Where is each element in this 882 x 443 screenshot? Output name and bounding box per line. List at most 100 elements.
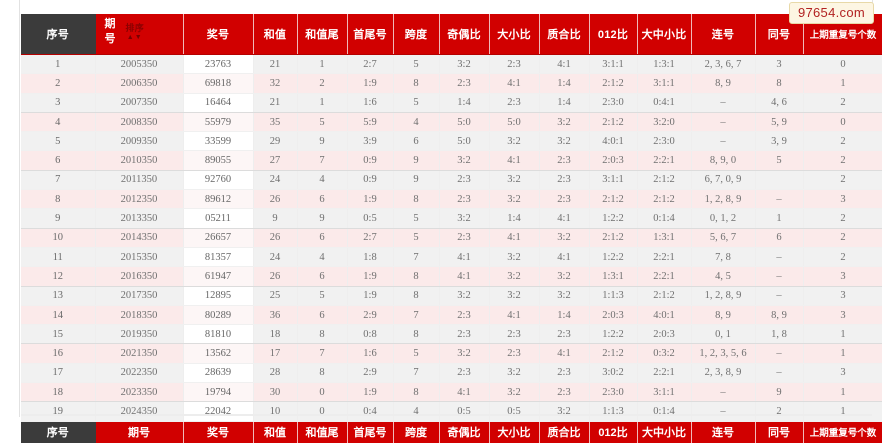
header-issue[interactable]: 期 号 排序 ▲▼	[95, 14, 184, 55]
cell-prize: 92760	[183, 170, 254, 191]
cell-sum_tail: 4	[297, 170, 348, 191]
table-row: 4 2008350 55979 35 5 5:9 4 5:0 5:0 3:2 2:1:2 3:2:0–…	[21, 112, 882, 133]
cell-repeat_count: 1	[803, 401, 882, 422]
cell-same: 1, 8	[755, 324, 804, 345]
cell-sum: 32	[253, 73, 298, 94]
cell-ratio012: 3:1:1	[589, 170, 638, 191]
cell-span: 6	[393, 131, 440, 152]
cell-consecutive: 8, 9	[691, 305, 756, 326]
footer-span[interactable]: 跨度	[393, 421, 440, 443]
header-ratio012[interactable]: 012比	[589, 14, 638, 55]
cell-prime_comp: 4:1	[539, 247, 590, 268]
cell-repeat_count: 2	[803, 131, 882, 152]
cell-same: 5, 9	[755, 112, 804, 133]
header-head-tail[interactable]: 首尾号	[347, 14, 394, 55]
footer-head-tail[interactable]: 首尾号	[347, 421, 394, 443]
cell-issue: 2018350	[95, 305, 184, 326]
cell-big_small: 5:0	[489, 112, 540, 133]
cell-odd_even: 0:5	[439, 401, 490, 422]
header-sum-tail[interactable]: 和值尾	[297, 14, 348, 55]
cell-odd_even: 2:3	[439, 228, 490, 248]
cell-index: 8	[21, 189, 96, 210]
cell-repeat_count: 3	[803, 266, 882, 287]
cell-index: 9	[21, 208, 96, 229]
cell-index: 17	[21, 363, 96, 384]
cell-consecutive: –	[691, 93, 756, 113]
table-row: 15 2019350 81810 18 8 0:8 8 2:3 2:3 2:3 1:2:2 2:0:3…	[21, 324, 882, 345]
cell-sum_tail: 7	[297, 150, 348, 171]
cell-big_mid_small: 2:1:2	[637, 286, 692, 306]
header-sum[interactable]: 和值	[253, 14, 298, 55]
cell-big_mid_small: 1:3:1	[637, 228, 692, 248]
header-prize[interactable]: 奖号	[183, 14, 254, 55]
cell-big_small: 2:3	[489, 324, 540, 345]
cell-ratio012: 4:0:1	[589, 131, 638, 152]
sort-badge[interactable]: 排序 ▲▼	[126, 24, 144, 42]
cell-issue: 2024350	[95, 401, 184, 422]
cell-prime_comp: 4:1	[539, 54, 590, 75]
header-big-mid-small[interactable]: 大中小比	[637, 14, 692, 55]
cell-prime_comp: 2:3	[539, 150, 590, 171]
cell-repeat_count: 0	[803, 54, 882, 75]
footer-issue[interactable]: 期号	[95, 421, 184, 443]
cell-head_tail: 1:8	[347, 247, 394, 268]
cell-index: 1	[21, 54, 96, 75]
cell-ratio012: 2:0:3	[589, 150, 638, 171]
footer-repeat-count[interactable]: 上期重复号个数	[803, 421, 882, 443]
footer-consecutive[interactable]: 连号	[691, 421, 756, 443]
footer-index[interactable]: 序号	[21, 421, 96, 443]
cell-odd_even: 2:3	[439, 363, 490, 384]
cell-repeat_count: 3	[803, 305, 882, 326]
table-row: 1 2005350 23763 21 1 2:7 5 3:2 2:3 4:1 3:1:1 1:3:1 2…	[21, 54, 882, 75]
cell-issue: 2022350	[95, 363, 184, 384]
cell-index: 16	[21, 343, 96, 364]
footer-prime-comp[interactable]: 质合比	[539, 421, 590, 443]
cell-odd_even: 5:0	[439, 131, 490, 152]
footer-ratio012[interactable]: 012比	[589, 421, 638, 443]
table-row: 10 2014350 26657 26 6 2:7 5 2:3 4:1 3:2 2:1:2 1:3:1…	[21, 228, 882, 248]
cell-ratio012: 2:1:2	[589, 228, 638, 248]
header-issue-inner: 期 号 排序 ▲▼	[96, 14, 183, 54]
cell-big_small: 4:1	[489, 228, 540, 248]
cell-repeat_count: 1	[803, 343, 882, 364]
header-index[interactable]: 序号	[21, 14, 96, 55]
footer-sum[interactable]: 和值	[253, 421, 298, 443]
footer-sum-tail[interactable]: 和值尾	[297, 421, 348, 443]
cell-consecutive: 0, 1	[691, 324, 756, 345]
cell-prize: 23763	[183, 54, 254, 75]
footer-big-mid-small[interactable]: 大中小比	[637, 421, 692, 443]
cell-index: 10	[21, 228, 96, 248]
cell-span: 4	[393, 112, 440, 133]
cell-prime_comp: 2:3	[539, 189, 590, 210]
cell-prize: 26657	[183, 228, 254, 248]
cell-consecutive: 2, 3, 6, 7	[691, 54, 756, 75]
cell-same: –	[755, 343, 804, 364]
header-odd-even[interactable]: 奇偶比	[439, 14, 490, 55]
cell-big_mid_small: 2:2:1	[637, 150, 692, 171]
cell-prize: 19794	[183, 382, 254, 403]
footer-big-small[interactable]: 大小比	[489, 421, 540, 443]
cell-big_small: 4:1	[489, 305, 540, 326]
cell-big_mid_small: 1:3:1	[637, 54, 692, 75]
header-prime-comp[interactable]: 质合比	[539, 14, 590, 55]
table-row: 5 2009350 33599 29 9 3:9 6 5:0 3:2 3:2 4:0:1 2:3:0–…	[21, 131, 882, 152]
cell-big_mid_small: 0:4:1	[637, 93, 692, 113]
header-big-small[interactable]: 大小比	[489, 14, 540, 55]
cell-issue: 2012350	[95, 189, 184, 210]
cell-sum_tail: 7	[297, 343, 348, 364]
header-consecutive[interactable]: 连号	[691, 14, 756, 55]
cell-big_small: 4:1	[489, 150, 540, 171]
cell-prize: 33599	[183, 131, 254, 152]
cell-head_tail: 2:7	[347, 54, 394, 75]
footer-prize[interactable]: 奖号	[183, 421, 254, 443]
cell-span: 7	[393, 305, 440, 326]
footer-odd-even[interactable]: 奇偶比	[439, 421, 490, 443]
header-span[interactable]: 跨度	[393, 14, 440, 55]
cell-same: –	[755, 189, 804, 210]
cell-big_mid_small: 2:2:1	[637, 247, 692, 268]
footer-same[interactable]: 同号	[755, 421, 804, 443]
cell-odd_even: 3:2	[439, 208, 490, 229]
cell-sum: 29	[253, 131, 298, 152]
table-row: 16 2021350 13562 17 7 1:6 5 3:2 2:3 4:1 2:1:2 0:3:2…	[21, 343, 882, 364]
cell-issue: 2010350	[95, 150, 184, 171]
